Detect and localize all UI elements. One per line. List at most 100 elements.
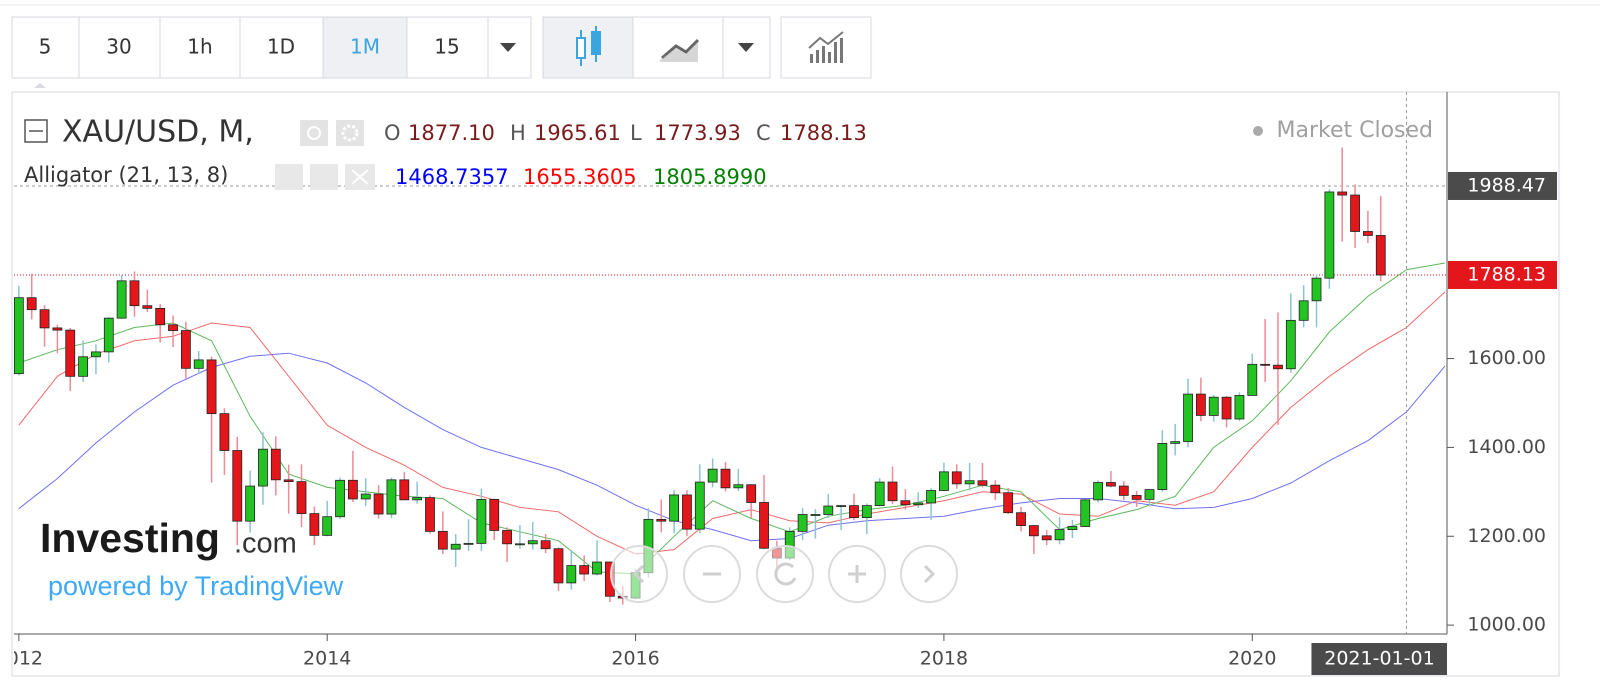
candle-body xyxy=(91,351,101,358)
candle-body xyxy=(1195,393,1206,416)
indicators-icon xyxy=(810,38,843,63)
watermark-powered: powered by TradingView xyxy=(48,571,344,601)
last-price-box xyxy=(1448,260,1557,289)
candle-body xyxy=(527,540,538,545)
candle-body xyxy=(1234,395,1245,420)
candle-body xyxy=(1003,492,1014,514)
candle-body xyxy=(399,479,410,501)
candle-body xyxy=(116,280,127,319)
candle-body xyxy=(1170,441,1181,444)
candle-body xyxy=(1157,443,1168,491)
scroll-right-button[interactable] xyxy=(900,545,958,603)
x-tick-label: 2018 xyxy=(920,648,968,670)
indicator-value: 1655.3605 xyxy=(523,165,637,189)
candle-body xyxy=(1054,529,1065,541)
interval-button-label[interactable]: 1h xyxy=(187,35,212,59)
ohlc-key: C xyxy=(756,121,771,145)
candle-body xyxy=(1350,194,1360,232)
watermark: Investing .com powered by TradingView xyxy=(40,515,344,601)
candle-body xyxy=(964,480,975,485)
candle-body xyxy=(515,543,525,546)
candle-body xyxy=(129,280,140,307)
last-price-label: 1788.13 xyxy=(1467,263,1546,285)
status-dot xyxy=(1253,126,1263,136)
visibility-icon[interactable] xyxy=(300,120,328,146)
interval-button-label[interactable]: 1D xyxy=(267,35,295,59)
candle-body xyxy=(1260,363,1271,366)
candle-body xyxy=(386,479,397,515)
candle-body xyxy=(1298,300,1309,321)
candle-body xyxy=(103,317,114,353)
scroll-left-button[interactable] xyxy=(610,545,668,603)
candle-body xyxy=(283,479,294,483)
toolbar-frame xyxy=(11,16,532,79)
candle-body xyxy=(900,500,911,506)
candle-body xyxy=(78,356,88,377)
candle-body xyxy=(1285,319,1296,370)
candle-body xyxy=(245,485,256,522)
indicator-visibility-icon[interactable] xyxy=(275,164,303,190)
y-tick-label: 1000.00 xyxy=(1467,614,1546,636)
candle-body xyxy=(180,330,191,369)
candle-body xyxy=(836,505,847,508)
indicators-button[interactable] xyxy=(780,16,872,79)
interval-button-label[interactable]: 5 xyxy=(39,35,52,59)
zoom-icons xyxy=(632,562,936,586)
ohlc-key: O xyxy=(384,121,401,145)
candle-body xyxy=(502,530,512,545)
crosshair-price-box xyxy=(1448,171,1557,200)
chart-type-dropdown-arrow[interactable] xyxy=(738,43,754,52)
candle-body xyxy=(1221,396,1232,420)
ohlc-key: L xyxy=(630,121,642,145)
interval-button-label[interactable]: 15 xyxy=(434,35,459,59)
candle-body xyxy=(566,565,577,584)
candle-body xyxy=(219,413,230,451)
line-chart-icon[interactable] xyxy=(661,38,700,60)
candle-body xyxy=(720,468,731,489)
candle-body xyxy=(168,324,178,331)
candle-body xyxy=(450,543,461,550)
gear-glyph xyxy=(341,124,359,142)
candle-body xyxy=(425,497,435,532)
candle-body xyxy=(823,505,834,515)
candle-body xyxy=(1311,277,1322,302)
candle-body xyxy=(26,297,37,311)
candle-body xyxy=(348,479,358,500)
candle-body xyxy=(1324,191,1335,279)
interval-dropdown-arrow[interactable] xyxy=(500,43,516,52)
candles-button[interactable] xyxy=(542,16,634,79)
crosshair-date-box xyxy=(1311,643,1447,675)
collapse-arrow[interactable] xyxy=(34,83,46,88)
time-axis: 2012 2014 2016 2018 2020 2021-01-01 xyxy=(0,634,1447,675)
interval-button-label[interactable]: 30 xyxy=(106,35,131,59)
ohlc-value: 1965.61 xyxy=(534,121,621,145)
candle-body xyxy=(1144,489,1155,500)
candle-body xyxy=(579,565,590,575)
candle-body xyxy=(810,514,821,516)
collapse-legend-icon[interactable] xyxy=(24,119,48,143)
candle-body xyxy=(1183,393,1193,443)
candle-body xyxy=(913,502,924,506)
candle-body xyxy=(887,481,898,502)
candle-body xyxy=(373,493,384,515)
candle-body xyxy=(232,450,243,522)
settings-icon[interactable] xyxy=(336,120,364,146)
alligator-line xyxy=(18,352,1446,542)
indicator-settings-icon[interactable] xyxy=(310,164,338,190)
candle-body xyxy=(1208,396,1219,416)
chart-type-toolbar xyxy=(542,16,771,79)
candles-icon xyxy=(576,26,601,66)
candle-body xyxy=(412,497,423,501)
candle-body xyxy=(759,502,769,549)
indicator-values: 1468.7357 1655.3605 1805.8990 xyxy=(395,165,767,189)
candle-body xyxy=(694,481,705,530)
candle-body xyxy=(707,468,718,483)
watermark-domain: .com xyxy=(234,528,297,560)
x-tick-label: 2012 xyxy=(0,648,43,670)
interval-button-label[interactable]: 1M xyxy=(350,35,380,59)
reset-button[interactable] xyxy=(756,545,814,603)
candle-body xyxy=(1118,485,1129,496)
candle-body xyxy=(142,305,153,309)
ohlc-value: 1788.13 xyxy=(780,121,867,145)
